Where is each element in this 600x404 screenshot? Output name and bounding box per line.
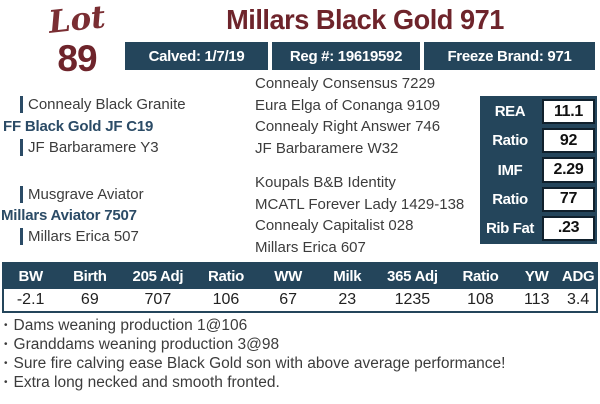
dam-name: Millars Aviator 7507 bbox=[1, 207, 137, 224]
value-205adj: 707 bbox=[144, 291, 172, 308]
calved-date: Calved: 1/7/19 bbox=[125, 42, 268, 70]
sire-ancestor: Connealy Consensus 7229 bbox=[255, 75, 436, 92]
dam-ancestor: Koupals B&B Identity bbox=[255, 174, 396, 191]
note-item: Sure fire calving ease Black Gold son wi… bbox=[4, 354, 596, 373]
lot-script-label: Lot bbox=[46, 0, 108, 41]
dam-dam: Millars Erica 507 bbox=[20, 228, 139, 245]
stat-value-ribfat: .23 bbox=[542, 215, 595, 242]
carcass-stats-box: REA 11.1 Ratio 92 IMF 2.29 Ratio 77 Rib … bbox=[480, 96, 597, 244]
sire-sire: Connealy Black Granite bbox=[20, 96, 186, 113]
info-bar: Calved: 1/7/19 Reg #: 19619592 Freeze Br… bbox=[125, 42, 595, 70]
notes-list: Dams weaning production 1@106 Granddams … bbox=[4, 316, 596, 392]
stat-row: IMF 2.29 bbox=[480, 155, 597, 184]
col-header-205adj: 205 Adj bbox=[132, 268, 184, 285]
dam-ancestor: MCATL Forever Lady 1429-138 bbox=[255, 195, 465, 213]
registration-number: Reg #: 19619592 bbox=[272, 42, 420, 70]
value-ratio2: 108 bbox=[467, 291, 494, 308]
value-yw: 113 bbox=[523, 291, 550, 308]
value-adg: 3.4 bbox=[567, 291, 590, 308]
sire-dam: JF Barbaramere Y3 bbox=[20, 139, 159, 156]
stat-label-rea: REA bbox=[494, 103, 526, 121]
freeze-brand: Freeze Brand: 971 bbox=[424, 42, 595, 70]
sire-ancestor: Connealy Right Answer 746 bbox=[255, 118, 441, 135]
performance-table-header: BW Birth 205 Adj Ratio WW Milk 365 Adj R… bbox=[4, 264, 596, 289]
dam-ancestor: Millars Erica 607 bbox=[255, 238, 366, 256]
stat-label-ratio: Ratio bbox=[492, 190, 528, 208]
value-ratio: 106 bbox=[212, 291, 240, 308]
stat-label-ribfat: Rib Fat bbox=[485, 219, 535, 237]
col-header-ratio: Ratio bbox=[207, 268, 244, 285]
stat-row: Rib Fat .23 bbox=[480, 214, 597, 243]
value-bw: -2.1 bbox=[16, 291, 45, 308]
stat-label-imf: IMF bbox=[497, 161, 523, 179]
value-birth: 69 bbox=[80, 291, 99, 308]
col-header-birth: Birth bbox=[73, 268, 107, 285]
stat-label-ratio: Ratio bbox=[492, 132, 528, 150]
sire-ancestor: JF Barbaramere W32 bbox=[255, 139, 399, 157]
dam-sire: Musgrave Aviator bbox=[20, 186, 144, 203]
note-item: Granddams weaning production 3@98 bbox=[4, 335, 596, 354]
col-header-ww: WW bbox=[274, 268, 302, 285]
stat-value-rea: 11.1 bbox=[542, 99, 595, 125]
value-ww: 67 bbox=[279, 291, 297, 308]
col-header-365adj: 365 Adj bbox=[387, 268, 438, 285]
stat-value-ratio: 92 bbox=[542, 128, 595, 154]
note-item: Dams weaning production 1@106 bbox=[4, 316, 596, 335]
stat-value-imf: 2.29 bbox=[542, 157, 595, 183]
dam-ancestor: Connealy Capitalist 028 bbox=[255, 217, 414, 234]
col-header-ratio2: Ratio bbox=[462, 268, 499, 285]
performance-table: BW Birth 205 Adj Ratio WW Milk 365 Adj R… bbox=[2, 262, 598, 313]
sire-ancestor: Eura Elga of Conanga 9109 bbox=[255, 96, 441, 114]
value-365adj: 1235 bbox=[394, 291, 431, 308]
stat-row: Ratio 77 bbox=[480, 185, 597, 214]
stat-row: Ratio 92 bbox=[480, 126, 597, 155]
col-header-milk: Milk bbox=[333, 268, 362, 285]
col-header-yw: YW bbox=[524, 268, 549, 285]
stat-row: REA 11.1 bbox=[480, 97, 597, 126]
col-header-bw: BW bbox=[18, 268, 43, 285]
performance-table-values: -2.1 69 707 106 67 23 1235 108 113 3.4 bbox=[4, 289, 596, 311]
lot-number: 89 bbox=[57, 38, 97, 79]
page-title: Millars Black Gold 971 bbox=[226, 4, 504, 35]
col-header-adg: ADG bbox=[561, 268, 595, 285]
stat-value-ratio: 77 bbox=[542, 186, 595, 212]
note-item: Extra long necked and smooth fronted. bbox=[4, 373, 596, 392]
value-milk: 23 bbox=[338, 291, 357, 308]
sire-name: FF Black Gold JF C19 bbox=[3, 118, 154, 135]
